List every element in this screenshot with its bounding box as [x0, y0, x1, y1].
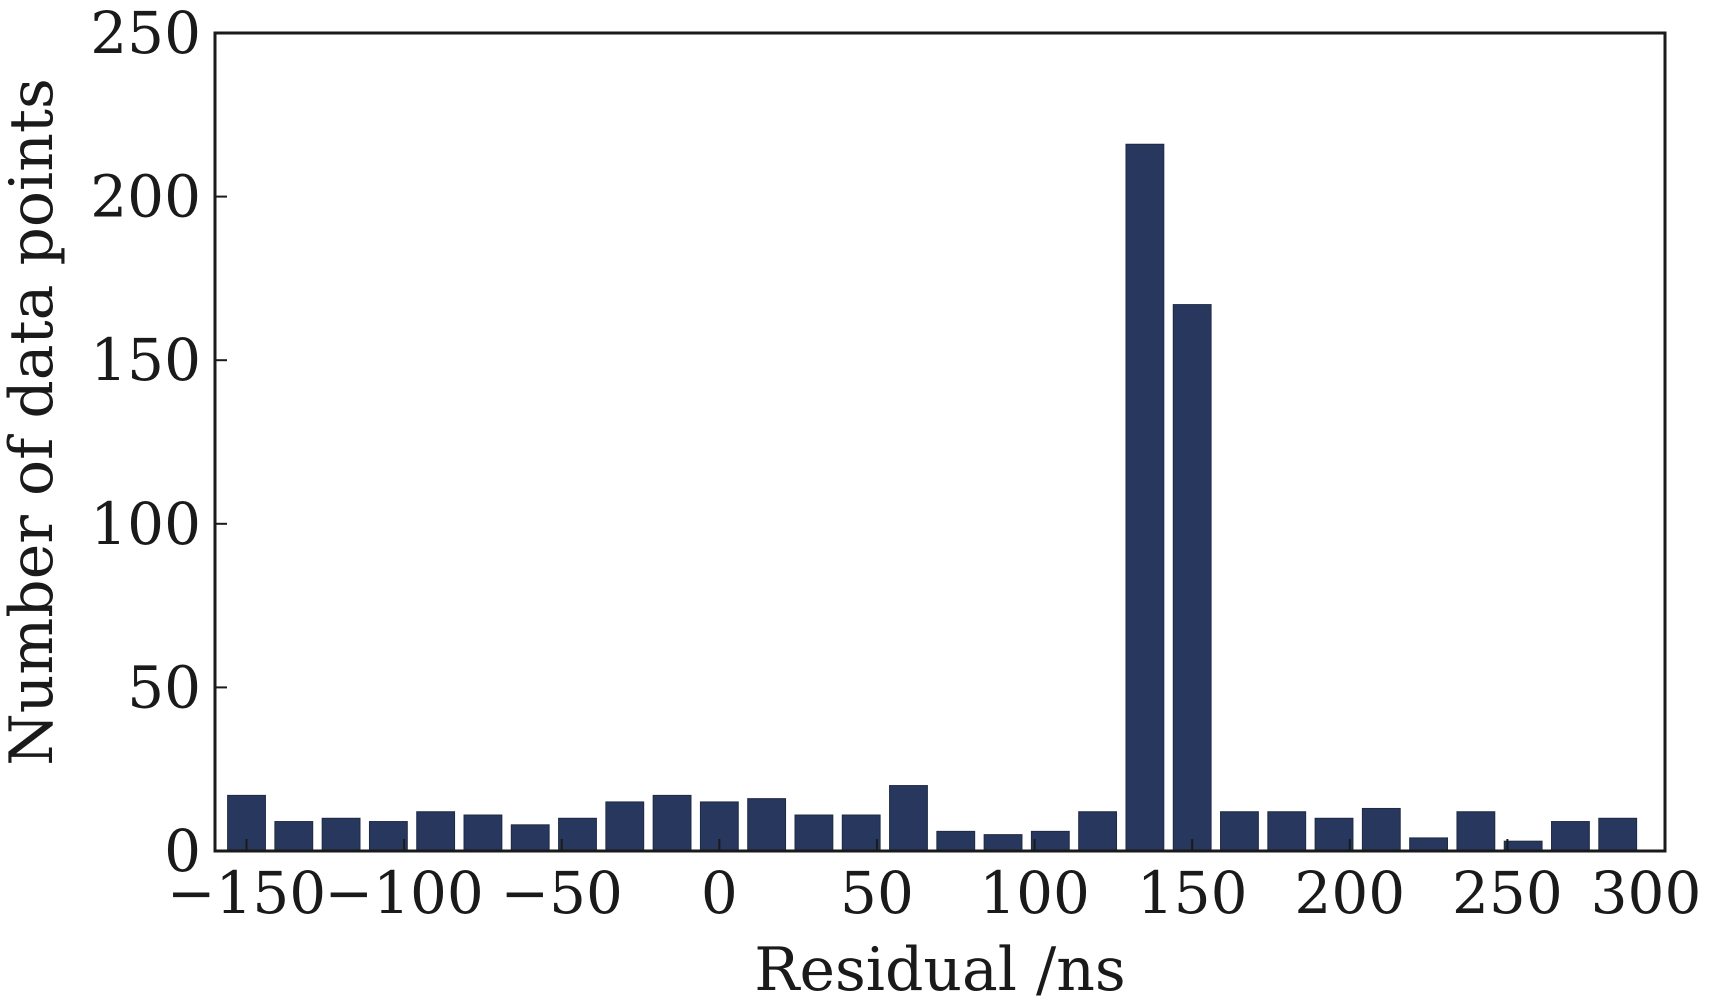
histogram-bar — [368, 821, 408, 852]
x-tick-label: 50 — [840, 859, 914, 927]
x-tick-label: −100 — [324, 859, 483, 927]
histogram-bar — [463, 814, 503, 852]
histogram-bar — [1078, 811, 1118, 852]
histogram-bar — [274, 821, 314, 852]
y-tick-label: 50 — [127, 653, 201, 721]
y-tick-label: 0 — [164, 817, 201, 885]
y-axis-title: Number of data points — [0, 78, 67, 766]
histogram-bar — [983, 834, 1023, 852]
histogram-bar — [1551, 821, 1590, 852]
histogram-bar — [936, 830, 976, 852]
histogram-bar — [889, 785, 928, 852]
histogram-bar — [1267, 811, 1307, 852]
x-tick-label: 0 — [701, 859, 738, 927]
y-tick-label: 250 — [90, 0, 201, 67]
histogram-bar — [416, 811, 456, 852]
ticks-layer — [215, 32, 1666, 852]
y-tick-label: 200 — [90, 163, 201, 231]
x-tick-label: 150 — [1137, 859, 1248, 927]
histogram-bar — [1030, 830, 1070, 852]
plot-frame — [213, 31, 1667, 853]
x-tick-label: 100 — [979, 859, 1090, 927]
histogram-bar — [747, 798, 787, 852]
histogram-bar — [794, 814, 834, 852]
x-axis-title: Residual /ns — [754, 935, 1125, 1002]
x-tick-label: 300 — [1591, 859, 1702, 927]
histogram-bar — [1125, 143, 1165, 852]
histogram-bar — [1598, 817, 1638, 852]
histogram-bar — [321, 817, 361, 852]
x-tick-label: −150 — [167, 859, 326, 927]
x-tick-label: −50 — [501, 859, 623, 927]
x-tick-label: 250 — [1452, 859, 1563, 927]
y-tick-labels: 0 50 100 150 200 250 — [90, 0, 201, 885]
bars-layer — [227, 143, 1638, 852]
x-tick-labels: −150−100 −50 0 50 100 150 200 250 300 — [167, 859, 1701, 927]
y-tick-label: 150 — [90, 326, 201, 394]
histogram-bar — [1409, 837, 1449, 852]
histogram-bar — [1456, 811, 1496, 852]
histogram-bar — [558, 817, 597, 852]
histogram-bar — [1361, 807, 1401, 852]
histogram-bar — [510, 824, 550, 852]
histogram-bar — [1172, 304, 1212, 852]
histogram-bar — [1220, 811, 1259, 852]
x-tick-label: 200 — [1294, 859, 1405, 927]
histogram-bar — [1314, 817, 1354, 852]
histogram-bar — [605, 801, 645, 852]
histogram-bar — [841, 814, 881, 852]
y-tick-label: 100 — [90, 490, 201, 558]
histogram-bar — [652, 794, 692, 852]
